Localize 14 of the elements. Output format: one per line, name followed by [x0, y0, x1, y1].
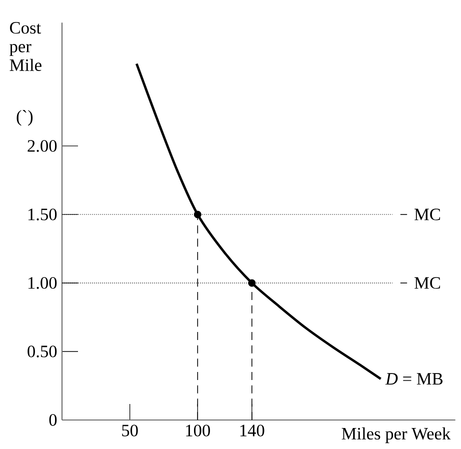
text: (`)	[16, 110, 33, 126]
ref-line-label: MC	[414, 208, 440, 220]
ref-line-label: MC	[414, 277, 440, 289]
x-tick-label: 140	[240, 424, 264, 436]
x-tick-label: 50	[122, 424, 138, 436]
annotation: D = MB	[385, 373, 442, 385]
y-axis-title: Cost per Mile	[10, 22, 42, 72]
x-tick-label: 100	[186, 424, 210, 436]
y-tick-label: 0	[49, 414, 57, 426]
y-tick-label: 0.50	[28, 346, 57, 358]
y-tick-label: 1.00	[28, 277, 57, 289]
x-axis-title: Miles per Week	[342, 427, 451, 444]
y-tick-label: 1.50	[28, 208, 57, 220]
y-tick-label: 2.00	[28, 140, 57, 152]
